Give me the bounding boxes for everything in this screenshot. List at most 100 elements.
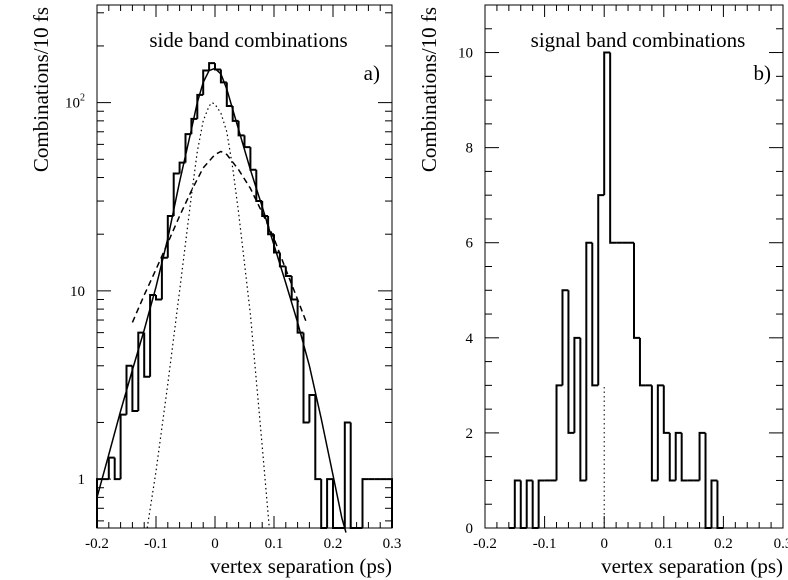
histogram-bin bbox=[308, 393, 316, 423]
histogram-bin bbox=[662, 385, 670, 434]
histogram-bin bbox=[579, 337, 587, 482]
x-axis-label-b: vertex separation (ps) bbox=[601, 554, 783, 578]
histogram-bin bbox=[555, 384, 563, 481]
histogram-bin bbox=[680, 432, 688, 482]
x-tick-label: 0.1 bbox=[265, 536, 284, 552]
histogram-b bbox=[508, 51, 724, 529]
histogram-bin bbox=[704, 432, 712, 529]
histogram-bin bbox=[237, 120, 245, 137]
histogram-bin bbox=[155, 295, 162, 301]
histogram-bin bbox=[296, 299, 304, 334]
x-tick-label: 0 bbox=[211, 536, 219, 552]
y-tick-label: 6 bbox=[466, 236, 474, 252]
histogram-bin bbox=[107, 456, 115, 480]
y-tick-label: 10 bbox=[70, 284, 85, 300]
histogram-bin bbox=[650, 385, 658, 482]
histogram-bin bbox=[573, 336, 581, 433]
histogram-bin bbox=[137, 331, 145, 412]
panel-b-signal-band: 0 2 4 6 8 10 -0.2 -0.1 0 0.1 0.2 0.3 signal band c… bbox=[417, 4, 788, 578]
histogram-bin bbox=[698, 431, 706, 481]
histogram-bin bbox=[537, 479, 545, 528]
histogram-bin bbox=[343, 421, 351, 528]
histogram-bin bbox=[119, 413, 127, 480]
x-tick-label: 0.1 bbox=[654, 536, 673, 552]
histogram-bin bbox=[125, 364, 133, 415]
histogram-bin bbox=[525, 479, 533, 528]
histogram-bin bbox=[513, 479, 521, 528]
histogram-bin bbox=[214, 63, 221, 71]
histogram-bin bbox=[160, 256, 168, 300]
plot-frame-a bbox=[96, 4, 393, 529]
y-tick-label: 8 bbox=[466, 141, 474, 157]
panel-title-b: signal band combinations bbox=[531, 28, 746, 52]
panel-label-a: a) bbox=[364, 61, 380, 85]
x-tick-labels-b: -0.2 -0.1 0 0.1 0.2 0.3 bbox=[473, 536, 788, 552]
histogram-bin bbox=[332, 479, 339, 529]
histogram-bin bbox=[603, 51, 611, 196]
histogram-bin bbox=[290, 275, 298, 301]
histogram-bin bbox=[131, 365, 139, 413]
ticks-b bbox=[484, 4, 784, 529]
histogram-bin bbox=[196, 93, 204, 119]
histogram-bin bbox=[597, 194, 605, 386]
histogram-bin bbox=[273, 234, 280, 254]
histogram-bin bbox=[591, 242, 599, 387]
x-tick-label: 0.2 bbox=[324, 536, 343, 552]
x-tick-label: 0 bbox=[600, 536, 608, 552]
y-tick-label: 4 bbox=[466, 331, 474, 347]
x-tick-labels-a: -0.2 -0.1 0 0.1 0.2 0.3 bbox=[85, 536, 401, 552]
x-tick-label: 0.3 bbox=[774, 536, 788, 552]
histogram-bin bbox=[561, 289, 569, 386]
histogram-bin bbox=[320, 479, 328, 529]
histogram-bin bbox=[567, 290, 575, 434]
histogram-bin bbox=[674, 431, 682, 481]
y-tick-label: 1 bbox=[78, 472, 86, 488]
histogram-bin bbox=[349, 422, 357, 529]
x-tick-label: -0.1 bbox=[144, 536, 168, 552]
y-tick-labels-a: 1 10 102 bbox=[65, 93, 85, 489]
histogram-bin bbox=[656, 384, 664, 481]
y-axis-label-a: Combinations/10 fs bbox=[29, 7, 53, 172]
x-tick-label: -0.2 bbox=[85, 536, 109, 552]
x-tick-label: 0.3 bbox=[383, 536, 402, 552]
histogram-bin bbox=[243, 135, 251, 149]
histogram-bin bbox=[716, 480, 724, 529]
histogram-bin bbox=[96, 478, 103, 528]
panel-title-a: side band combinations bbox=[149, 28, 347, 52]
histogram-bin bbox=[249, 147, 257, 171]
histogram-bin bbox=[172, 172, 180, 216]
histogram-bin bbox=[202, 69, 210, 95]
ticks-a bbox=[96, 5, 393, 528]
x-tick-label: -0.2 bbox=[473, 536, 497, 552]
histogram-bin bbox=[314, 394, 322, 481]
histogram-bin bbox=[519, 480, 527, 529]
histogram-bin bbox=[302, 332, 310, 424]
y-tick-label: 0 bbox=[466, 521, 474, 537]
histogram-bin bbox=[386, 478, 393, 528]
x-tick-label: -0.1 bbox=[533, 536, 557, 552]
histogram-bin bbox=[710, 479, 718, 528]
panel-label-b: b) bbox=[754, 61, 772, 85]
histogram-bin bbox=[531, 480, 539, 529]
fit-curves-a bbox=[96, 67, 347, 533]
histogram-a bbox=[96, 62, 393, 529]
y-tick-label: 2 bbox=[466, 426, 474, 442]
histogram-bin bbox=[113, 457, 121, 481]
fit-curve-dotted bbox=[146, 101, 270, 529]
histogram-bin bbox=[585, 241, 593, 481]
fit-curve-solid bbox=[96, 67, 347, 533]
y-axis-label-b: Combinations/10 fs bbox=[417, 7, 441, 172]
x-tick-label: 0.2 bbox=[714, 536, 733, 552]
histogram-bin bbox=[361, 478, 369, 528]
histogram-bin bbox=[633, 242, 640, 339]
y-tick-label: 10 bbox=[458, 46, 473, 62]
histogram-bin bbox=[609, 52, 617, 244]
histogram-bin bbox=[668, 432, 676, 482]
histogram-bin bbox=[638, 337, 646, 387]
histogram-bin bbox=[208, 62, 215, 71]
y-tick-label: 102 bbox=[65, 93, 85, 112]
histogram-bin bbox=[143, 332, 151, 378]
fit-curve-dashed bbox=[131, 150, 308, 323]
histogram-bin bbox=[326, 478, 333, 528]
